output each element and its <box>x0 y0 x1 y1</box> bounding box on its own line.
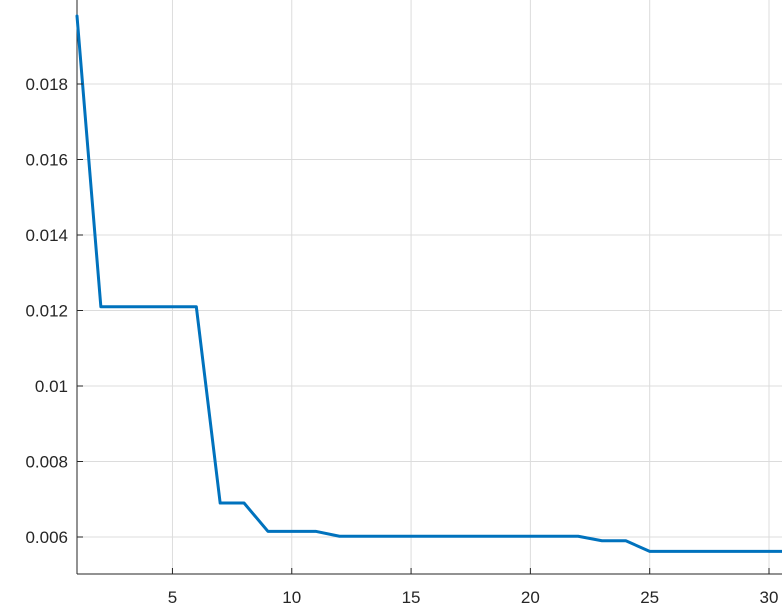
x-tick-label: 20 <box>521 588 540 606</box>
x-tick-label: 30 <box>760 588 779 606</box>
y-ticks: 0.006 0.008 0.01 0.012 0.014 0.016 0.018 <box>25 75 83 547</box>
y-tick-label: 0.014 <box>25 226 68 245</box>
y-tick-label: 0.008 <box>25 453 68 472</box>
x-tick-label: 25 <box>640 588 659 606</box>
y-grid <box>77 83 782 538</box>
x-tick-label: 5 <box>168 588 177 606</box>
plot-area-background <box>77 0 782 574</box>
y-tick-label: 0.012 <box>25 302 68 321</box>
x-grid <box>171 0 770 574</box>
y-tick-label: 0.006 <box>25 528 68 547</box>
y-tick-label: 0.01 <box>35 377 68 396</box>
y-tick-label: 0.018 <box>25 75 68 94</box>
y-tick-label: 0.016 <box>25 151 68 170</box>
x-tick-label: 15 <box>402 588 421 606</box>
series-layer <box>75 14 782 553</box>
series-line <box>75 14 782 553</box>
x-ticks: 5 10 15 20 25 30 <box>168 568 779 606</box>
x-tick-label: 10 <box>282 588 301 606</box>
